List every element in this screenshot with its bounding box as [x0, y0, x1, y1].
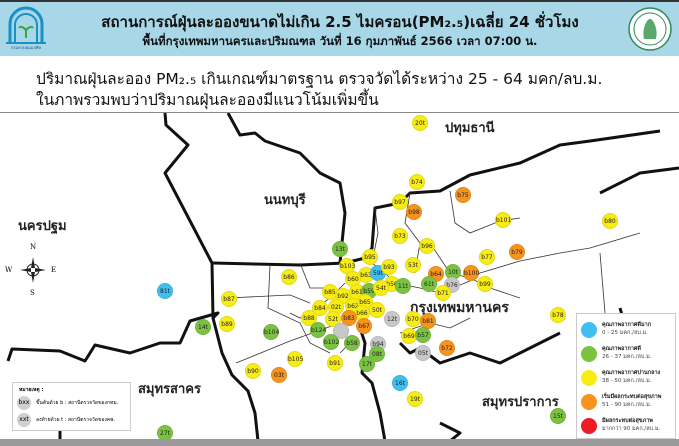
station-marker-b73[interactable]: b73 [392, 228, 408, 244]
footer-bar [0, 439, 679, 446]
station-marker-15t[interactable]: 15t [550, 408, 566, 424]
legend-range: 38 - 50 มคก./ลบ.ม. [602, 378, 652, 384]
station-marker-54t[interactable]: 54t [373, 280, 389, 296]
station-marker-b78[interactable]: b78 [550, 307, 566, 323]
station-marker-b98[interactable]: b98 [406, 204, 422, 220]
station-marker-b96[interactable]: b96 [419, 238, 435, 254]
legend-range: 0 - 25 มคก./ลบ.ม. [602, 330, 648, 336]
page-subtitle: พื้นที่กรุงเทพมหานครและปริมณฑล วันที่ 16… [142, 34, 538, 48]
compass-east: E [51, 266, 57, 274]
station-marker-b105[interactable]: b105 [287, 351, 303, 367]
station-marker-b71[interactable]: b71 [435, 285, 451, 301]
station-marker-b87[interactable]: b87 [221, 291, 237, 307]
station-marker-b75[interactable]: b75 [455, 187, 471, 203]
station-marker-b83[interactable]: b83 [341, 310, 357, 326]
legend-label: คุณภาพอากาศปานกลาง [602, 370, 661, 376]
station-marker[interactable] [333, 323, 349, 339]
summary-line-1: ปริมาณฝุ่นละออง PM₂.₅ เกินเกณฑ์มาตรฐาน ต… [36, 70, 603, 88]
legend-range: 26 - 37 มคก./ลบ.ม. [602, 354, 652, 360]
station-marker-b67[interactable]: b67 [356, 318, 372, 334]
station-marker-b88[interactable]: b88 [301, 310, 317, 326]
summary-line-2: ในภาพรวมพบว่าปริมาณฝุ่นละอองมีแนวโน้มเพิ… [36, 91, 379, 109]
compass-rose: N E S W [5, 243, 57, 297]
compass-south: S [30, 289, 35, 297]
station-marker-b124[interactable]: b124 [310, 322, 326, 338]
station-marker-27t[interactable]: 27t [157, 425, 173, 441]
station-marker-b97[interactable]: b97 [392, 194, 408, 210]
station-marker-b72[interactable]: b72 [439, 340, 455, 356]
station-marker-b57[interactable]: b57 [415, 327, 431, 343]
legend-range: 51 - 90 มคก./ลบ.ม. [602, 402, 652, 408]
bma-badge: bxx [17, 396, 31, 410]
bma-text: ขึ้นต้นด้วย b : สถานีตรวจวัดของกทม. [36, 400, 119, 406]
station-marker-13t[interactable]: 13t [332, 241, 348, 257]
legend-dot-unhealthy [581, 418, 597, 434]
pcd-text: ลงท้ายด้วย t : สถานีตรวจวัดของคพ. [36, 417, 116, 423]
note-box: หมายเหตุ : bxx ขึ้นต้นด้วย b : สถานีตรวจ… [12, 382, 131, 431]
station-marker-03t[interactable]: 03t [271, 367, 287, 383]
station-marker-b77[interactable]: b77 [479, 249, 495, 265]
station-marker-b58[interactable]: b58 [344, 335, 360, 351]
station-marker-b101[interactable]: b101 [495, 212, 511, 228]
pcd-badge: xxt [17, 413, 31, 427]
legend-dot-good [581, 346, 597, 362]
station-marker-b80[interactable]: b80 [602, 213, 618, 229]
station-marker-b95[interactable]: b95 [362, 249, 378, 265]
station-marker-b89[interactable]: b89 [219, 316, 235, 332]
station-marker-53t[interactable]: 53t [405, 257, 421, 273]
legend-label: มีผลกระทบต่อสุขภาพ [602, 418, 653, 424]
province-samut-sakhon: สมุทรสาคร [138, 382, 201, 397]
page-title: สถานการณ์ฝุ่นละอองขนาดไม่เกิน 2.5 ไมครอน… [101, 13, 579, 31]
station-marker-b79[interactable]: b79 [509, 244, 525, 260]
legend-dot-moderate [581, 370, 597, 386]
station-marker-61t[interactable]: 61t [421, 276, 437, 292]
compass-icon [20, 257, 46, 283]
note-title: หมายเหตุ : [19, 387, 44, 393]
province-nakhon-pathom: นครปฐม [18, 219, 67, 234]
header-banner: กรมควบคุมมลพิษ สถานการณ์ฝุ่นละอองขนาดไม่… [0, 0, 679, 56]
province-nonthaburi: นนทบุรี [264, 193, 306, 208]
station-marker-81t[interactable]: 81t [157, 283, 173, 299]
province-pathum-thani: ปทุมธานี [445, 121, 495, 136]
legend-label: เริ่มมีผลกระทบต่อสุขภาพ [602, 394, 662, 400]
station-marker-17t[interactable]: 17t [359, 356, 375, 372]
station-marker-b102[interactable]: b102 [323, 334, 339, 350]
station-marker-20t[interactable]: 20t [412, 115, 428, 131]
legend-label: คุณภาพอากาศดีมาก [602, 322, 652, 328]
aqi-legend: คุณภาพอากาศดีมาก 0 - 25 มคก./ลบ.ม. คุณภา… [576, 313, 676, 439]
pcd-logo: กรมควบคุมมลพิษ [6, 6, 46, 51]
station-marker-b91[interactable]: b91 [327, 355, 343, 371]
station-marker-b99[interactable]: b99 [477, 276, 493, 292]
legend-dot-unhealthy-sensitive [581, 394, 597, 410]
station-marker-b93[interactable]: b93 [381, 259, 397, 275]
legend-label: คุณภาพอากาศดี [602, 346, 641, 352]
province-samut-prakan: สมุทรปราการ [482, 395, 559, 410]
station-marker-b90[interactable]: b90 [245, 363, 261, 379]
station-marker-05t[interactable]: 05t [415, 345, 431, 361]
station-marker-b84[interactable]: b84 [312, 300, 328, 316]
province-bangkok: กรุงเทพมหานคร [410, 300, 509, 316]
bma-seal-logo [628, 7, 672, 51]
legend-range: มากกว่า 90 มคก./ลบ.ม. [602, 426, 661, 432]
station-marker-b74[interactable]: b74 [409, 174, 425, 190]
svg-text:กรมควบคุมมลพิษ: กรมควบคุมมลพิษ [11, 45, 42, 51]
station-marker-12t[interactable]: 12t [384, 311, 400, 327]
station-marker-b86[interactable]: b86 [281, 269, 297, 285]
station-marker-14t[interactable]: 14t [195, 319, 211, 335]
station-marker-19t[interactable]: 19t [407, 391, 423, 407]
compass-west: W [5, 266, 13, 274]
station-marker-11t[interactable]: 11t [395, 278, 411, 294]
station-marker-50t[interactable]: 50t [369, 302, 385, 318]
station-marker-b104[interactable]: b104 [263, 324, 279, 340]
station-marker-16t[interactable]: 16t [392, 375, 408, 391]
station-marker-b100[interactable]: b100 [463, 265, 479, 281]
compass-north: N [30, 243, 37, 251]
station-marker-b70[interactable]: b70 [405, 311, 421, 327]
legend-dot-very-good [581, 322, 597, 338]
